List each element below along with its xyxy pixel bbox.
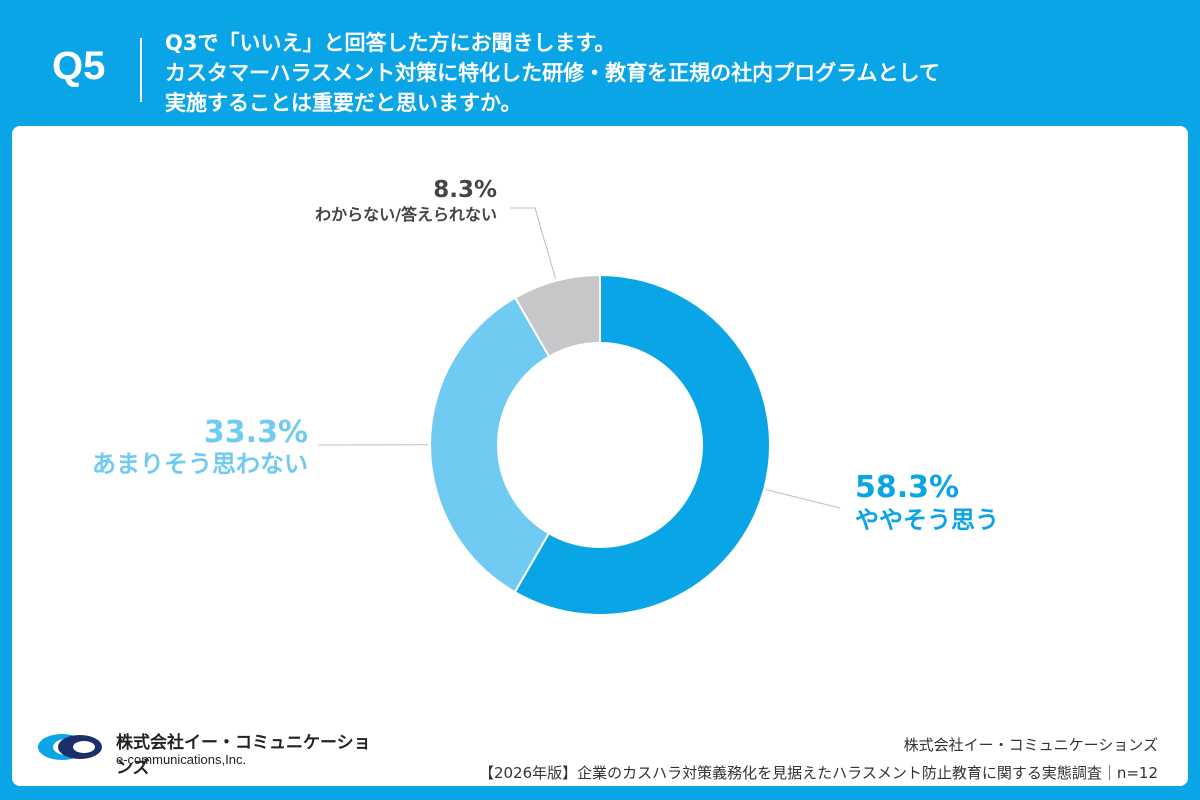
question-text: Q3で「いいえ」と回答した方にお聞きします。 カスタマーハラスメント対策に特化し… [165, 28, 940, 118]
logo-mark-icon [38, 734, 102, 760]
slice-category-label: ややそう思う [855, 506, 999, 534]
slice-category-label: わからない/答えられない [315, 205, 497, 224]
leader-line [510, 207, 557, 279]
chart-panel [12, 126, 1188, 786]
slice-value-label: 58.3% [855, 470, 959, 505]
logo-company-name-en: e-communications,Inc. [116, 752, 247, 767]
donut-slice [429, 296, 551, 594]
slice-value-label: 33.3% [204, 415, 308, 450]
donut-slice [513, 273, 771, 616]
question-number: Q5 [52, 44, 106, 88]
footer-company: 株式会社イー・コミュニケーションズ [903, 736, 1158, 754]
slice-category-label: あまりそう思わない [92, 450, 308, 478]
survey-title: 【2026年版】企業のカスハラ対策義務化を見据えたハラスメント防止教育に関する実… [478, 764, 1158, 782]
slice-value-label: 8.3% [433, 177, 497, 203]
question-line: Q3で「いいえ」と回答した方にお聞きします。 [165, 31, 616, 55]
logo-company-name: 株式会社イー・コミュニケーションズ [116, 733, 371, 778]
header: Q5 Q3で「いいえ」と回答した方にお聞きします。 カスタマーハラスメント対策に… [0, 0, 1200, 128]
header-divider [140, 38, 142, 102]
question-line: 実施することは重要だと思いますか。 [165, 91, 522, 115]
question-line: カスタマーハラスメント対策に特化した研修・教育を正規の社内プログラムとして [165, 61, 940, 85]
company-logo: 株式会社イー・コミュニケーションズ e-communications,Inc. [36, 724, 376, 778]
leader-line [765, 489, 841, 509]
donut-slice [513, 273, 601, 358]
